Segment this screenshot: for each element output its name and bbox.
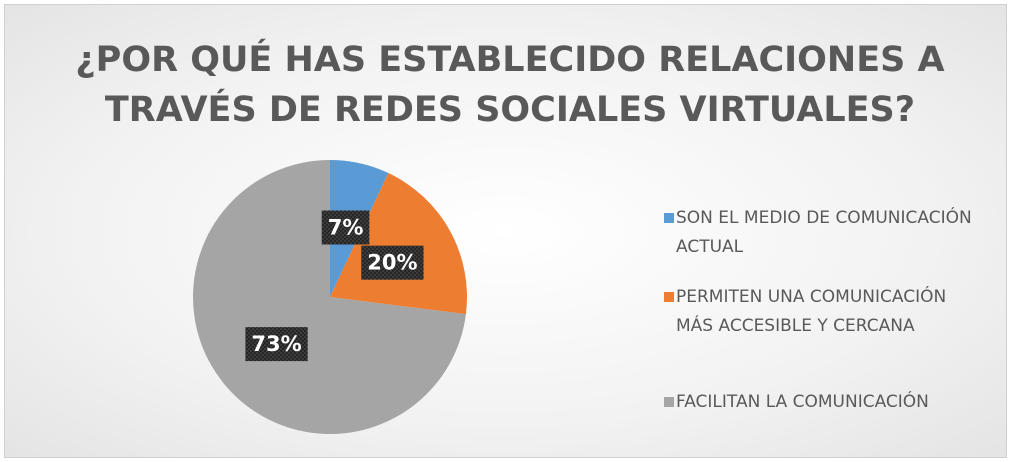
data-label: 73% <box>245 327 308 362</box>
legend-swatch <box>664 397 674 407</box>
pie-slice <box>192 160 466 434</box>
data-label-text: 7% <box>328 215 364 239</box>
data-label-box <box>361 245 424 280</box>
legend-label: SON EL MEDIO DE COMUNICACIÓN ACTUAL <box>676 208 972 257</box>
data-label: 20% <box>361 245 424 280</box>
data-label-box <box>321 210 370 245</box>
data-label-box <box>245 327 308 362</box>
legend-entry: SON EL MEDIO DE COMUNICACIÓN ACTUAL <box>664 204 976 262</box>
data-label: 7% <box>321 210 370 245</box>
chart-area: ¿POR QUÉ HAS ESTABLECIDO RELACIONES A TR… <box>4 4 1007 458</box>
legend-label: FACILITAN LA COMUNICACIÓN <box>676 392 929 412</box>
legend-entry: PERMITEN UNA COMUNICACIÓN MÁS ACCESIBLE … <box>664 283 976 341</box>
legend-swatch <box>664 213 674 223</box>
legend-entry: FACILITAN LA COMUNICACIÓN <box>664 388 976 417</box>
legend-swatch <box>664 292 674 302</box>
data-label-text: 20% <box>367 251 417 275</box>
legend-label: PERMITEN UNA COMUNICACIÓN MÁS ACCESIBLE … <box>676 287 947 336</box>
data-label-text: 73% <box>251 332 301 356</box>
chart-title: ¿POR QUÉ HAS ESTABLECIDO RELACIONES A TR… <box>75 40 945 130</box>
